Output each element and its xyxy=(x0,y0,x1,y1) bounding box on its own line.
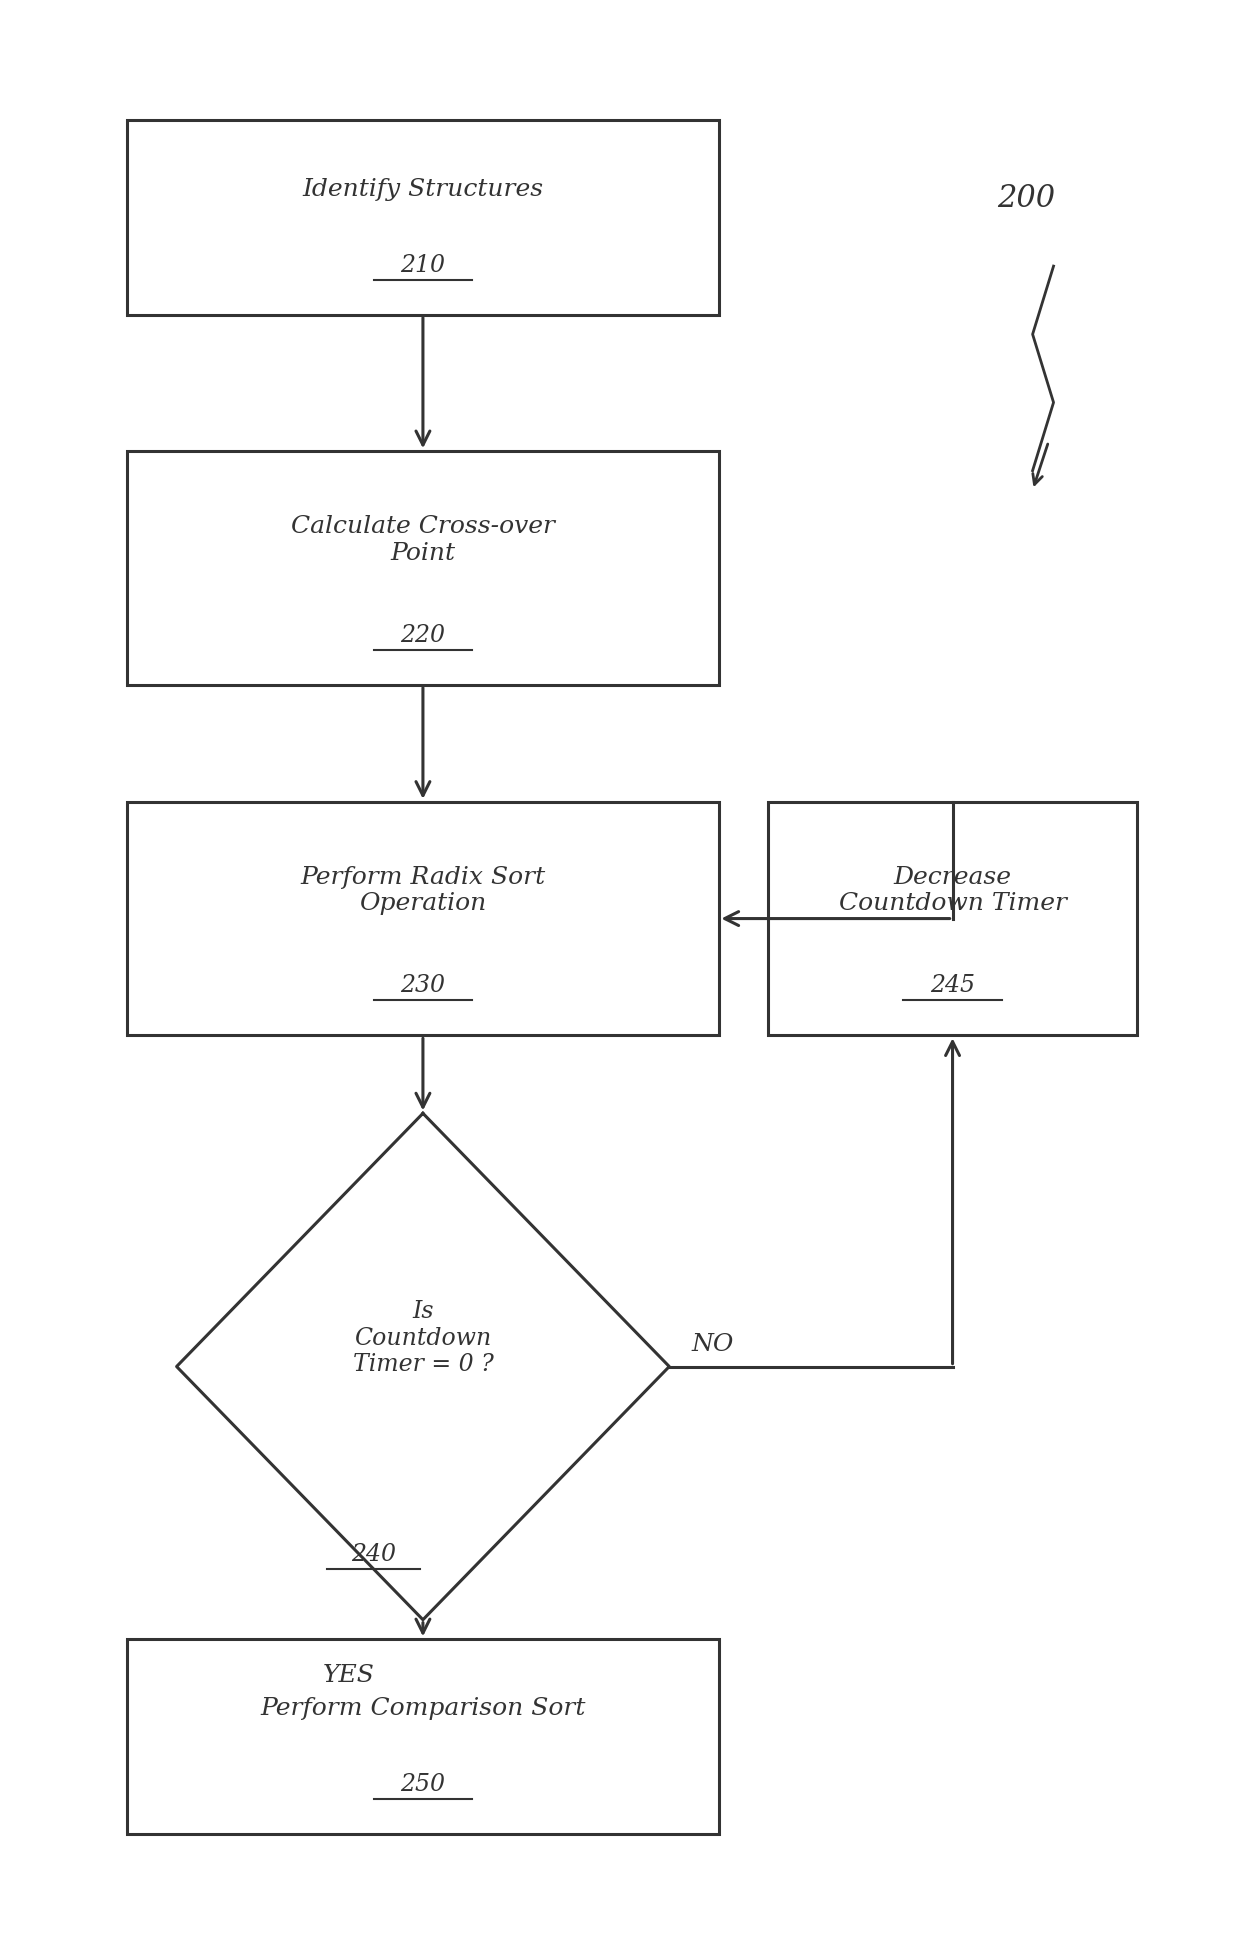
Polygon shape xyxy=(176,1114,670,1621)
FancyBboxPatch shape xyxy=(128,802,718,1036)
Text: NO: NO xyxy=(692,1331,734,1355)
Text: YES: YES xyxy=(324,1664,374,1685)
Text: 220: 220 xyxy=(401,624,445,647)
Text: Perform Radix Sort
Operation: Perform Radix Sort Operation xyxy=(300,866,546,915)
Text: 200: 200 xyxy=(997,184,1055,215)
Text: 250: 250 xyxy=(401,1771,445,1795)
Text: Calculate Cross-over
Point: Calculate Cross-over Point xyxy=(291,514,556,565)
Text: 245: 245 xyxy=(930,974,975,997)
FancyBboxPatch shape xyxy=(128,1640,718,1834)
Text: Is
Countdown
Timer = 0 ?: Is Countdown Timer = 0 ? xyxy=(352,1300,494,1376)
Text: 230: 230 xyxy=(401,974,445,997)
Text: Perform Comparison Sort: Perform Comparison Sort xyxy=(260,1697,585,1718)
FancyBboxPatch shape xyxy=(768,802,1137,1036)
Text: 210: 210 xyxy=(401,254,445,278)
Text: Identify Structures: Identify Structures xyxy=(303,178,543,201)
Text: 240: 240 xyxy=(351,1542,396,1566)
FancyBboxPatch shape xyxy=(128,121,718,315)
FancyBboxPatch shape xyxy=(128,452,718,686)
Text: Decrease
Countdown Timer: Decrease Countdown Timer xyxy=(838,866,1066,915)
